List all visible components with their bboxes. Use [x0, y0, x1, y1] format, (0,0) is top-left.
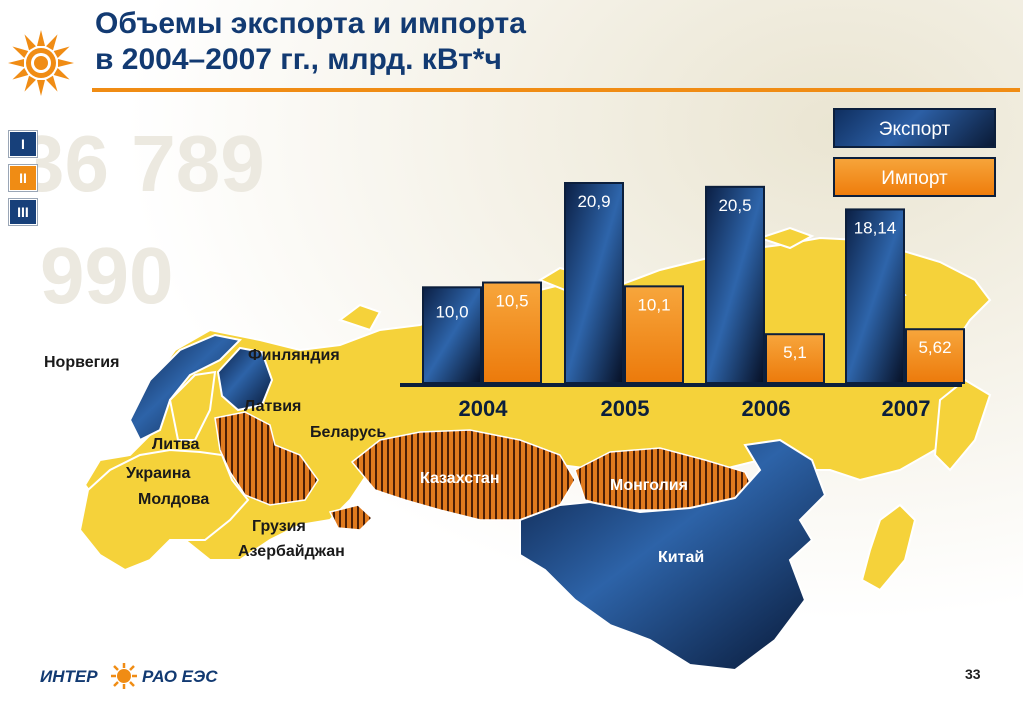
category-label-2005: 2005: [601, 396, 650, 421]
data-label-import-2005: 10,1: [637, 295, 670, 314]
label-kazakhstan: Казахстан: [420, 470, 500, 487]
bar-export-2006: [705, 185, 765, 384]
bar-export-2005: [564, 182, 624, 384]
label-azerbaijan: Азербайджан: [238, 543, 345, 560]
nav-section-3[interactable]: III: [9, 199, 37, 225]
bar-import-2004: [482, 281, 542, 385]
nav-section-2[interactable]: II: [9, 165, 37, 191]
sun-logo-icon: [8, 30, 74, 96]
label-norway: Норвегия: [44, 354, 120, 371]
page-number: 33: [965, 666, 981, 682]
label-china: Китай: [658, 549, 705, 566]
slide-title: Объемы экспорта и импорта в 2004–2007 гг…: [95, 6, 526, 78]
chart-baseline: [400, 383, 962, 387]
category-label-2007: 2007: [882, 396, 931, 421]
china-shape: [519, 438, 827, 672]
bar-export-2004: [422, 286, 482, 384]
label-finland: Финляндия: [248, 347, 340, 364]
label-mongolia: Монголия: [610, 477, 688, 494]
label-ukraine: Украина: [126, 465, 191, 482]
data-label-import-2004: 10,5: [495, 292, 528, 311]
kazakhstan-shape: [350, 429, 576, 521]
label-lithuania: Литва: [152, 436, 200, 453]
label-moldova: Молдова: [138, 491, 210, 508]
data-label-export-2007: 18,14: [854, 218, 897, 237]
data-label-export-2004: 10,0: [435, 302, 468, 321]
footer-brand-left: ИНТЕР: [40, 667, 98, 686]
category-label-2006: 2006: [742, 396, 791, 421]
footer-sun-icon: [111, 663, 137, 689]
sweden-shape: [168, 370, 217, 441]
title-underline: [92, 88, 1020, 92]
norway-shape: [128, 333, 243, 442]
footer-brand-right: РАО ЕЭС: [142, 667, 218, 686]
category-label-2004: 2004: [459, 396, 509, 421]
footer-logo: ИНТЕР РАО ЕЭС: [40, 662, 220, 690]
finland-shape: [216, 346, 274, 412]
data-label-import-2007: 5,62: [918, 338, 951, 357]
data-label-export-2006: 20,5: [718, 196, 751, 215]
legend-import: Импорт: [833, 157, 996, 197]
title-line-1: Объемы экспорта и импорта: [95, 7, 526, 40]
bar-import-2005: [624, 285, 684, 384]
label-belarus: Беларусь: [310, 424, 387, 441]
title-line-2: в 2004–2007 гг., млрд. кВт*ч: [95, 43, 502, 76]
europe-land: [78, 448, 250, 572]
bar-import-2006: [765, 333, 825, 384]
japan: [860, 503, 917, 592]
bar-export-2007: [845, 208, 905, 384]
label-georgia: Грузия: [252, 518, 306, 535]
bar-import-2007: [905, 328, 965, 384]
data-label-import-2006: 5,1: [783, 343, 807, 362]
label-latvia: Латвия: [244, 398, 302, 415]
background-digits: 990: [40, 231, 174, 320]
nav-section-1[interactable]: I: [9, 131, 37, 157]
caucasus: [328, 504, 374, 531]
background-digits: 36 789: [20, 119, 265, 208]
legend-export: Экспорт: [833, 108, 996, 148]
data-label-export-2005: 20,9: [577, 192, 610, 211]
